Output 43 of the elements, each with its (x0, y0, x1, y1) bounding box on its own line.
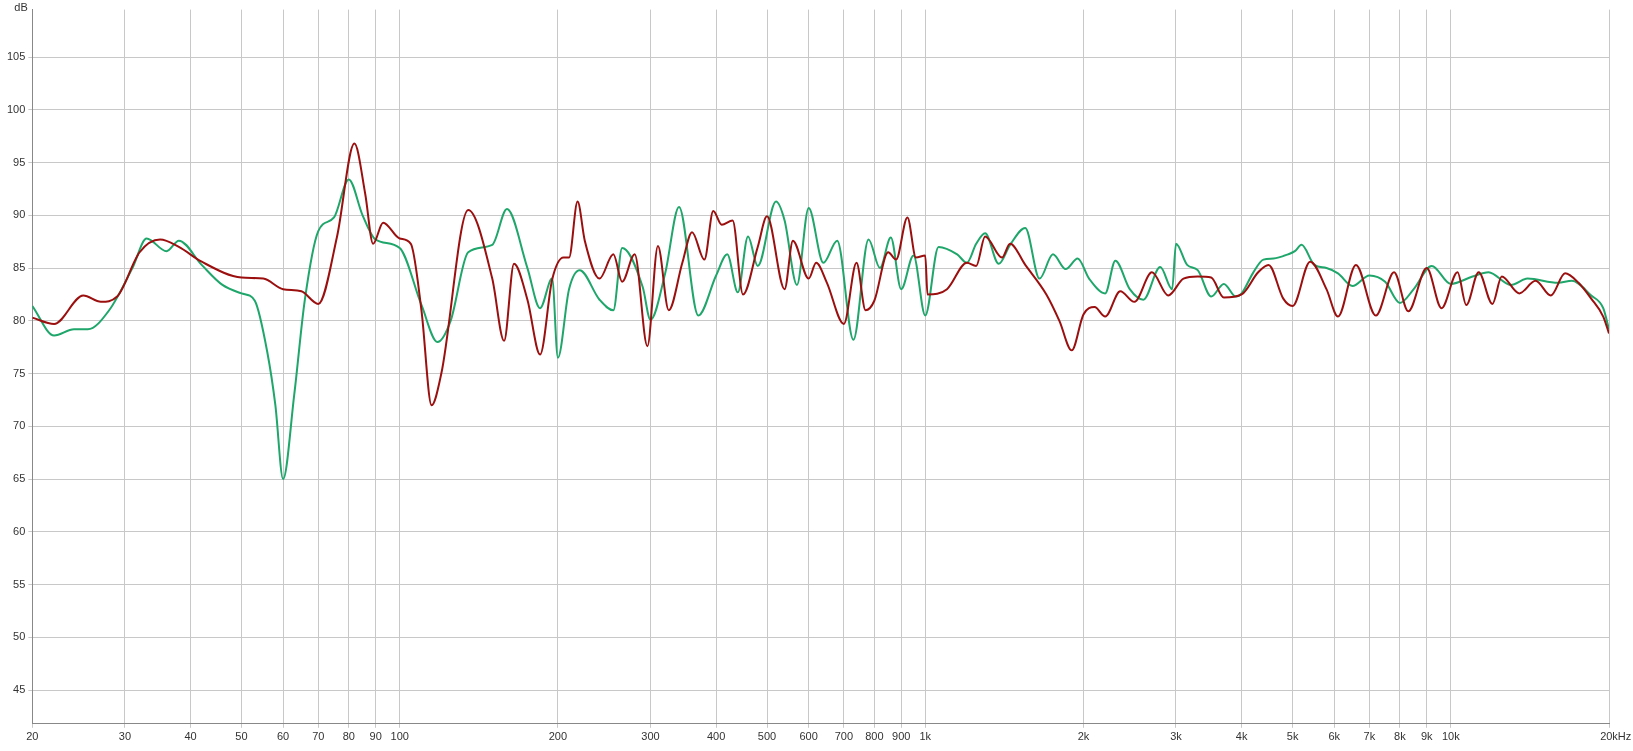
x-tick-label: 100 (390, 730, 409, 743)
x-tick-label: 400 (706, 730, 726, 743)
y-axis-title: dB (14, 0, 28, 13)
y-tick-label: 55 (13, 577, 26, 590)
x-tick-label: 7k (1363, 730, 1376, 743)
x-tick-label: 900 (892, 730, 911, 743)
y-tick-label: 50 (13, 630, 26, 643)
y-tick-label: 85 (13, 261, 26, 274)
y-tick-label: 75 (13, 366, 26, 379)
y-tick-label: 65 (13, 472, 26, 485)
y-tick-label: 95 (13, 155, 26, 168)
x-tick-label: 2k (1077, 730, 1090, 743)
x-tick-label: 6k (1328, 730, 1341, 743)
x-tick-label: 20 (26, 730, 39, 743)
x-tick-label: 3k (1170, 730, 1183, 743)
x-tick-label: 20k (1600, 730, 1619, 743)
y-tick-label: 45 (13, 683, 26, 696)
x-tick-label: 90 (369, 730, 382, 743)
x-tick-label: 500 (757, 730, 777, 743)
x-tick-label: 50 (235, 730, 248, 743)
y-tick-label: 60 (13, 524, 26, 537)
x-tick-label: 300 (641, 730, 660, 743)
y-tick-label: 105 (6, 50, 26, 63)
x-tick-label: 4k (1235, 730, 1248, 743)
x-tick-label: 5k (1286, 730, 1299, 743)
y-tick-label: 70 (13, 419, 26, 432)
x-tick-label: 600 (799, 730, 818, 743)
x-tick-label: 200 (548, 730, 568, 743)
x-tick-label: 80 (342, 730, 355, 743)
x-axis-title: Hz (1617, 730, 1632, 743)
x-tick-label: 700 (834, 730, 854, 743)
x-tick-label: 30 (118, 730, 132, 743)
y-tick-label: 80 (13, 313, 26, 326)
x-tick-label: 40 (184, 730, 197, 743)
x-tick-label: 60 (276, 730, 290, 743)
x-tick-label: 70 (312, 730, 325, 743)
x-tick-label: 800 (865, 730, 884, 743)
y-tick-label: 100 (6, 102, 26, 115)
x-tick-label: 8k (1394, 730, 1407, 743)
x-tick-label: 1k (919, 730, 932, 743)
y-tick-label: 90 (13, 208, 26, 221)
x-tick-label: 9k (1420, 730, 1434, 743)
x-tick-label: 10k (1441, 730, 1461, 743)
